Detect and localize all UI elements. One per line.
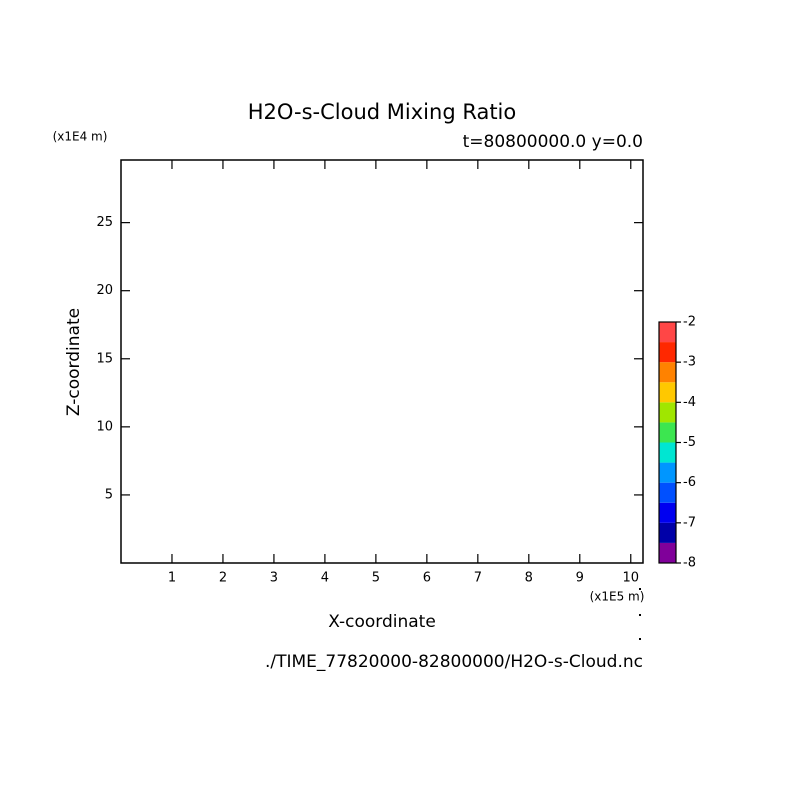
x-tick-label: 7 [474, 571, 482, 586]
y-tick-label: 20 [96, 283, 113, 298]
dot [639, 588, 641, 590]
x-unit: (x1E5 m) [590, 590, 645, 604]
y-tick-label: 25 [96, 215, 113, 230]
colorbar-tick-label: -7 [683, 515, 696, 530]
colorbar-band [659, 462, 676, 483]
colorbar-tick-label: -8 [683, 556, 696, 571]
colorbar-band [659, 382, 676, 403]
y-tick-label: 10 [96, 419, 113, 434]
plot-frame [120, 159, 644, 564]
colorbar-band [659, 342, 676, 363]
chart-subtitle: t=80800000.0 y=0.0 [463, 132, 643, 152]
colorbar-tick-label: -6 [683, 475, 696, 490]
x-tick-label: 3 [270, 571, 278, 586]
dot [639, 638, 641, 640]
colorbar-band [659, 442, 676, 463]
colorbar-band [659, 422, 676, 443]
x-tick-label: 2 [219, 571, 227, 586]
colorbar-tick-label: -5 [683, 435, 696, 450]
y-tick-label: 5 [105, 487, 113, 502]
dot [639, 614, 641, 616]
x-tick-label: 5 [372, 571, 380, 586]
y-tick-label: 15 [96, 351, 113, 366]
colorbar-band [659, 522, 676, 543]
x-tick-label: 6 [423, 571, 431, 586]
colorbar-tick-label: -3 [683, 355, 696, 370]
chart-title: H2O-s-Cloud Mixing Ratio [248, 100, 516, 124]
x-tick-label: 9 [576, 571, 584, 586]
footer: ./TIME_77820000-82800000/H2O-s-Cloud.nc [265, 652, 643, 672]
colorbar-band [659, 362, 676, 383]
x-tick-label: 1 [168, 571, 176, 586]
x-tick-label: 8 [525, 571, 533, 586]
colorbar-band [659, 482, 676, 503]
colorbar-band [659, 502, 676, 523]
colorbar-tick-label: -2 [683, 315, 696, 330]
colorbar-tick-label: -4 [683, 395, 696, 410]
colorbar-band [659, 322, 676, 343]
y-axis-label: Z-coordinate [64, 308, 84, 416]
colorbar-band [659, 542, 676, 563]
colorbar-band [659, 402, 676, 423]
y-unit: (x1E4 m) [53, 130, 108, 144]
x-tick-label: 10 [622, 571, 639, 586]
x-tick-label: 4 [321, 571, 329, 586]
x-axis-label: X-coordinate [328, 612, 436, 632]
